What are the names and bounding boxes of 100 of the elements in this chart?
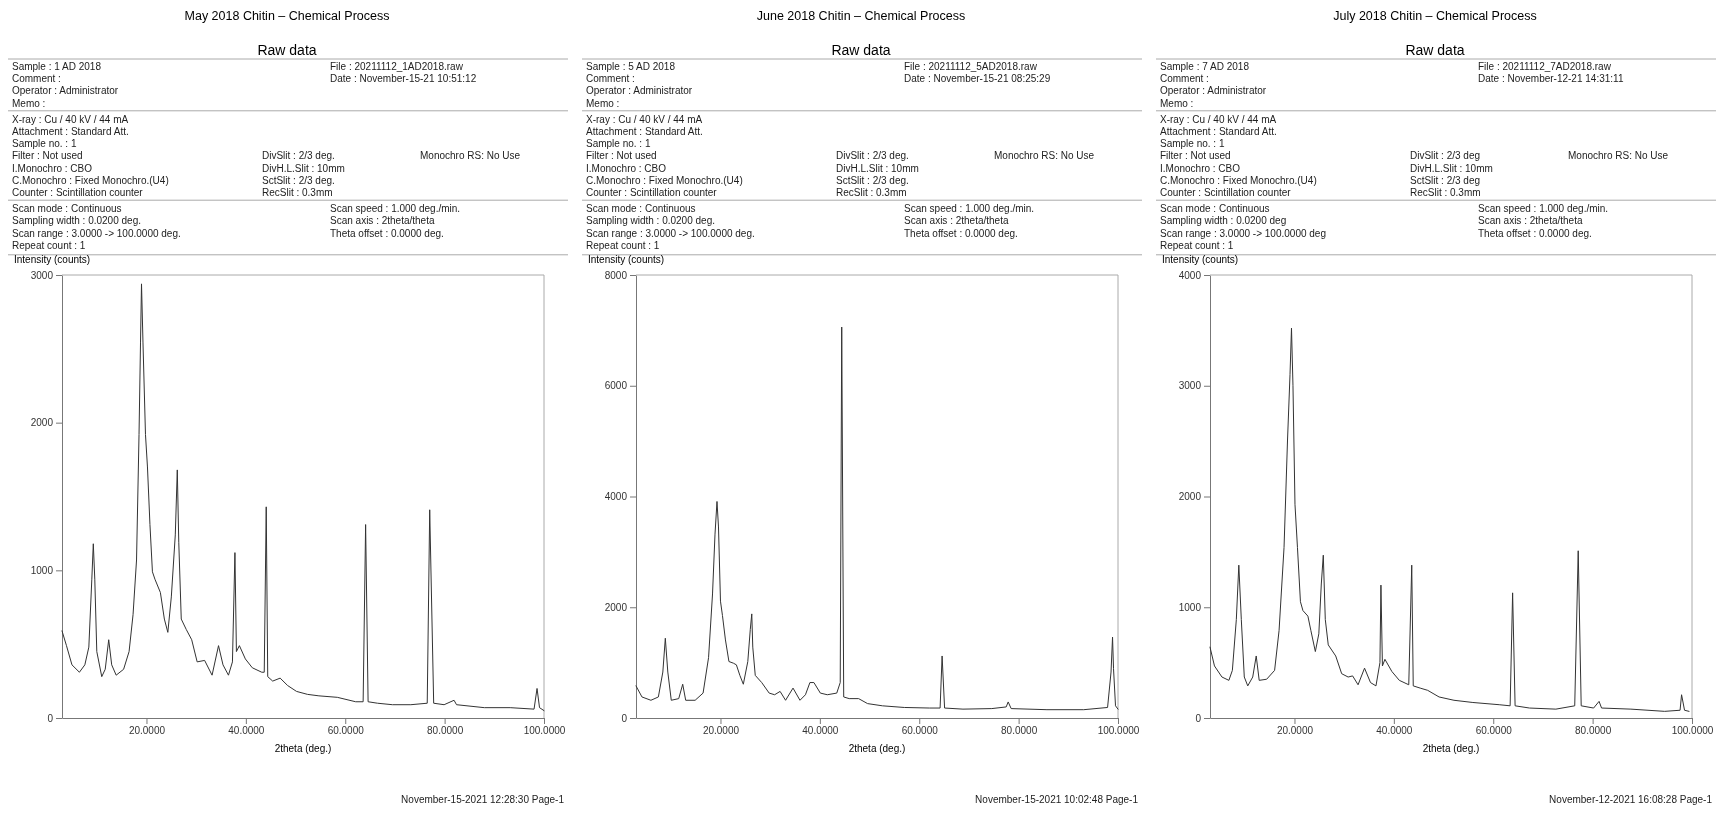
chart-subtitle: Raw data <box>257 42 317 58</box>
x-tick-label: 20.0000 <box>702 725 740 737</box>
text: X-ray : Cu / 40 kV / 44 mA <box>1160 113 1277 125</box>
text: Scan mode : Continuous <box>12 203 122 215</box>
y-tick-label: 2000 <box>1178 491 1202 503</box>
text: Scan range : 3.0000 -> 100.0000 deg. <box>586 227 755 239</box>
text: Scan range : 3.0000 -> 100.0000 deg. <box>12 227 181 239</box>
y-axis-title: Intensity (counts) <box>588 254 665 265</box>
y-tick-label: 0 <box>47 712 54 724</box>
text: File : 20211112_1AD2018.raw <box>330 61 464 72</box>
x-axis-title: 2theta (deg.) <box>1422 743 1480 754</box>
text: Scan mode : Continuous <box>1160 203 1270 215</box>
text: I.Monochro : CBO <box>12 162 93 174</box>
y-tick-label: 1000 <box>30 565 54 577</box>
text: DivH.L.Slit : 10mm <box>1410 162 1493 174</box>
x-tick-label: 40.0000 <box>802 725 839 737</box>
x-tick-label: 80.0000 <box>427 725 464 737</box>
y-tick-label: 3000 <box>1178 380 1202 392</box>
text: November-15-2021 10:02:48 Page-1 <box>975 794 1139 805</box>
x-tick-label: 40.0000 <box>1376 725 1413 737</box>
text: Date : November-15-21 08:25:29 <box>904 73 1051 85</box>
y-axis-title: Intensity (counts) <box>14 254 91 265</box>
text: I.Monochro : CBO <box>1160 162 1241 174</box>
text: Date : November-15-21 10:51:12 <box>330 73 477 85</box>
text: Attachment : Standard Att. <box>12 126 129 137</box>
text: Operator : Administrator <box>586 85 693 97</box>
text: Scan axis : 2theta/theta <box>904 215 1009 227</box>
text: Sampling width : 0.0200 deg <box>1160 215 1287 227</box>
text: Scan axis : 2theta/theta <box>1478 215 1583 227</box>
text: Sample : 7 AD 2018 <box>1160 61 1250 72</box>
text: RecSlit : 0.3mm <box>262 187 333 198</box>
text: Repeat count : 1 <box>1160 239 1234 251</box>
text: Repeat count : 1 <box>586 239 660 251</box>
chart-subtitle: Raw data <box>1405 42 1465 58</box>
text: DivH.L.Slit : 10mm <box>836 162 919 174</box>
text: Scan speed : 1.000 deg./min. <box>904 203 1035 215</box>
text: X-ray : Cu / 40 kV / 44 mA <box>12 113 129 125</box>
x-tick-label: 80.0000 <box>1575 725 1612 737</box>
text: Theta offset : 0.0000 deg. <box>904 227 1018 239</box>
text: C.Monochro : Fixed Monochro.(U4) <box>1160 174 1317 186</box>
text: Sample : 1 AD 2018 <box>12 61 102 72</box>
text: Scan range : 3.0000 -> 100.0000 deg <box>1160 227 1326 239</box>
text: Scan axis : 2theta/theta <box>330 215 435 227</box>
x-tick-label: 40.0000 <box>228 725 265 737</box>
chart-subtitle: Raw data <box>831 42 891 58</box>
y-tick-label: 4000 <box>604 491 628 503</box>
y-tick-label: 0 <box>621 712 628 724</box>
x-tick-label: 60.0000 <box>1475 725 1513 737</box>
text: Sample no. : 1 <box>1160 138 1225 150</box>
text: Scan speed : 1.000 deg./min. <box>1478 203 1609 215</box>
text: Sampling width : 0.0200 deg. <box>586 215 715 227</box>
chart-title: May 2018 Chitin – Chemical Process <box>184 9 390 23</box>
text: Theta offset : 0.0000 deg. <box>1478 227 1592 239</box>
x-tick-label: 80.0000 <box>1001 725 1038 737</box>
text: RecSlit : 0.3mm <box>1410 187 1481 198</box>
text: File : 20211112_5AD2018.raw <box>904 61 1038 72</box>
text: November-15-2021 12:28:30 Page-1 <box>401 794 565 805</box>
x-tick-label: 100.0000 <box>1671 725 1714 737</box>
text: Sampling width : 0.0200 deg. <box>12 215 141 227</box>
text: DivSlit : 2/3 deg. <box>262 150 335 162</box>
text: Memo : <box>586 97 620 109</box>
text: X-ray : Cu / 40 kV / 44 mA <box>586 113 703 125</box>
text: Monochro RS: No Use <box>1568 150 1669 162</box>
text: Filter : Not used <box>12 150 83 162</box>
text: RecSlit : 0.3mm <box>836 187 907 198</box>
text: Operator : Administrator <box>12 85 119 97</box>
text: Counter : Scintillation counter <box>12 187 144 198</box>
text: File : 20211112_7AD2018.raw <box>1478 61 1612 72</box>
text: Monochro RS: No Use <box>420 150 521 162</box>
x-tick-label: 60.0000 <box>327 725 365 737</box>
text: DivSlit : 2/3 deg. <box>836 150 909 162</box>
text: Theta offset : 0.0000 deg. <box>330 227 444 239</box>
text: Scan mode : Continuous <box>586 203 696 215</box>
chart-title: July 2018 Chitin – Chemical Process <box>1333 9 1537 23</box>
text: Memo : <box>1160 97 1194 109</box>
x-tick-label: 100.0000 <box>523 725 566 737</box>
text: Scan speed : 1.000 deg./min. <box>330 203 461 215</box>
text: Comment : <box>586 73 635 85</box>
text: Sample no. : 1 <box>12 138 77 150</box>
x-axis-title: 2theta (deg.) <box>848 743 906 754</box>
text: Monochro RS: No Use <box>994 150 1095 162</box>
text: Comment : <box>1160 73 1209 85</box>
text: Sample no. : 1 <box>586 138 651 150</box>
text: SctSlit : 2/3 deg. <box>262 174 335 186</box>
text: Attachment : Standard Att. <box>586 126 703 137</box>
text: Date : November-12-21 14:31:11 <box>1478 73 1624 85</box>
text: C.Monochro : Fixed Monochro.(U4) <box>12 174 169 186</box>
y-tick-label: 6000 <box>604 380 628 392</box>
text: Filter : Not used <box>586 150 657 162</box>
y-tick-label: 8000 <box>604 269 628 281</box>
y-tick-label: 2000 <box>604 601 628 613</box>
text: C.Monochro : Fixed Monochro.(U4) <box>586 174 743 186</box>
text: Attachment : Standard Att. <box>1160 126 1277 137</box>
text: Sample : 5 AD 2018 <box>586 61 676 72</box>
text: DivH.L.Slit : 10mm <box>262 162 345 174</box>
text: SctSlit : 2/3 deg. <box>836 174 909 186</box>
y-tick-label: 2000 <box>30 417 54 429</box>
x-tick-label: 20.0000 <box>128 725 166 737</box>
line-series <box>61 283 545 712</box>
text: Memo : <box>12 97 46 109</box>
